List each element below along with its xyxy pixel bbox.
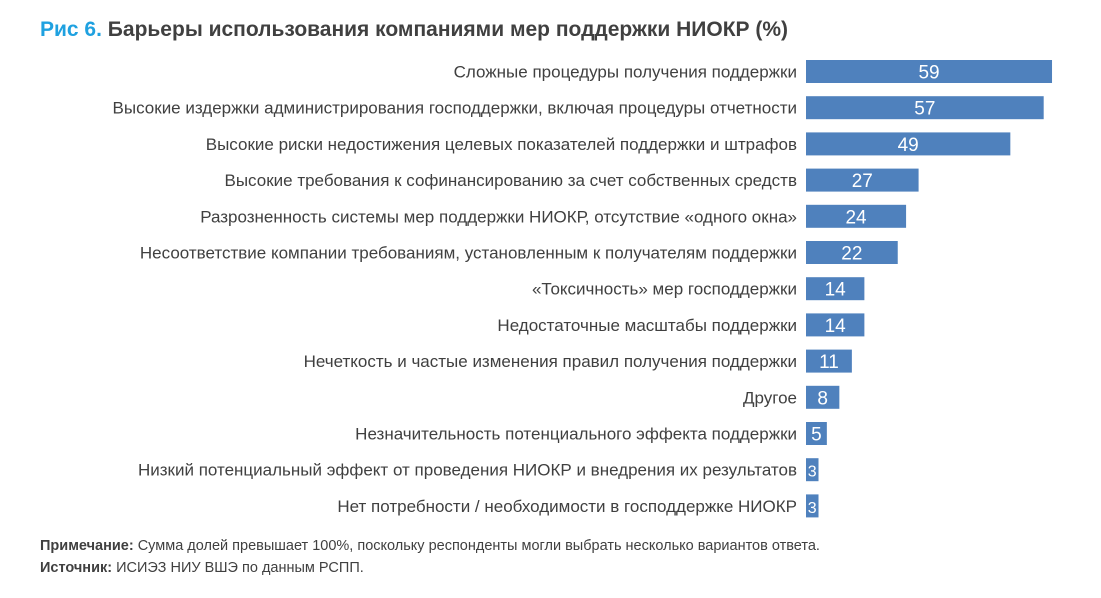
value-label: 11	[819, 352, 839, 373]
bar	[806, 204, 907, 228]
category-label: Разрозненность системы мер поддержки НИО…	[200, 207, 797, 226]
bar	[806, 277, 865, 301]
note-label: Примечание:	[40, 538, 134, 554]
figure-number: Рис 6.	[40, 18, 102, 41]
value-label: 8	[817, 388, 828, 409]
bar-row: Нечеткость и частые изменения правил пол…	[304, 349, 852, 373]
note-text: Сумма долей превышает 100%, поскольку ре…	[133, 538, 820, 554]
source-text: ИСИЭЗ НИУ ВШЭ по данным РСПП.	[112, 560, 364, 576]
chart-title: Рис 6. Барьеры использования компаниями …	[40, 18, 788, 42]
category-label: Незначительность потенциального эффекта …	[355, 425, 797, 444]
value-label: 27	[852, 171, 873, 192]
bar	[806, 349, 852, 373]
value-label: 5	[811, 425, 822, 446]
bar-row: Высокие требования к софинансированию за…	[225, 168, 919, 192]
note-line: Примечание: Сумма долей превышает 100%, …	[40, 535, 820, 557]
value-label: 14	[825, 316, 847, 337]
value-label: 3	[808, 500, 817, 517]
bar-row: Другое 8	[743, 385, 840, 409]
bar-row: Высокие риски недостижения целевых показ…	[206, 132, 1011, 156]
chart-notes: Примечание: Сумма долей превышает 100%, …	[40, 535, 820, 579]
bar	[806, 494, 819, 518]
bar-row: «Токсичность» мер господдержки 14	[532, 277, 865, 301]
category-label: Сложные процедуры получения поддержки	[454, 63, 797, 82]
bar-row: Сложные процедуры получения поддержки 59	[454, 60, 1053, 84]
bar-row: Высокие издержки администрирования госпо…	[113, 96, 1044, 120]
bar	[806, 422, 827, 445]
value-label: 14	[825, 280, 847, 301]
bar	[806, 241, 898, 264]
bar-chart: Сложные процедуры получения поддержки 59 В…	[113, 60, 1053, 518]
bar	[806, 168, 919, 192]
bar-row: Низкий потенциальный эффект от проведени…	[138, 458, 819, 482]
category-label: Нет потребности / необходимости в господ…	[337, 497, 797, 516]
source-line: Источник: ИСИЭЗ НИУ ВШЭ по данным РСПП.	[40, 557, 820, 579]
bar-row: Разрозненность системы мер поддержки НИО…	[200, 204, 907, 228]
category-label: Низкий потенциальный эффект от проведени…	[138, 461, 797, 480]
bar	[806, 96, 1044, 120]
bar	[806, 385, 840, 409]
bar-row: Незначительность потенциального эффекта …	[355, 422, 827, 446]
value-label: 57	[914, 99, 935, 120]
title-text: Барьеры использования компаниями мер под…	[107, 18, 789, 41]
value-label: 49	[898, 135, 919, 156]
category-label: Высокие издержки администрирования госпо…	[113, 99, 797, 118]
category-label: «Токсичность» мер господдержки	[532, 280, 797, 299]
value-label: 24	[845, 207, 867, 228]
value-label: 3	[808, 464, 817, 481]
bar-row: Нет потребности / необходимости в господ…	[337, 494, 819, 518]
category-label: Нечеткость и частые изменения правил пол…	[304, 352, 797, 371]
category-label: Высокие риски недостижения целевых показ…	[206, 135, 797, 154]
category-label: Другое	[743, 388, 797, 407]
category-label: Недостаточные масштабы поддержки	[497, 316, 797, 335]
bar	[806, 132, 1011, 156]
bar-row: Недостаточные масштабы поддержки 14	[497, 313, 865, 337]
source-label: Источник:	[40, 560, 113, 576]
category-label: Несоответствие компании требованиям, уст…	[140, 244, 797, 263]
bar	[806, 313, 865, 337]
bar-row: Несоответствие компании требованиям, уст…	[140, 241, 898, 265]
bar	[806, 458, 819, 482]
value-label: 22	[841, 244, 862, 265]
bar	[806, 60, 1053, 83]
value-label: 59	[918, 63, 939, 84]
category-label: Высокие требования к софинансированию за…	[225, 171, 798, 190]
